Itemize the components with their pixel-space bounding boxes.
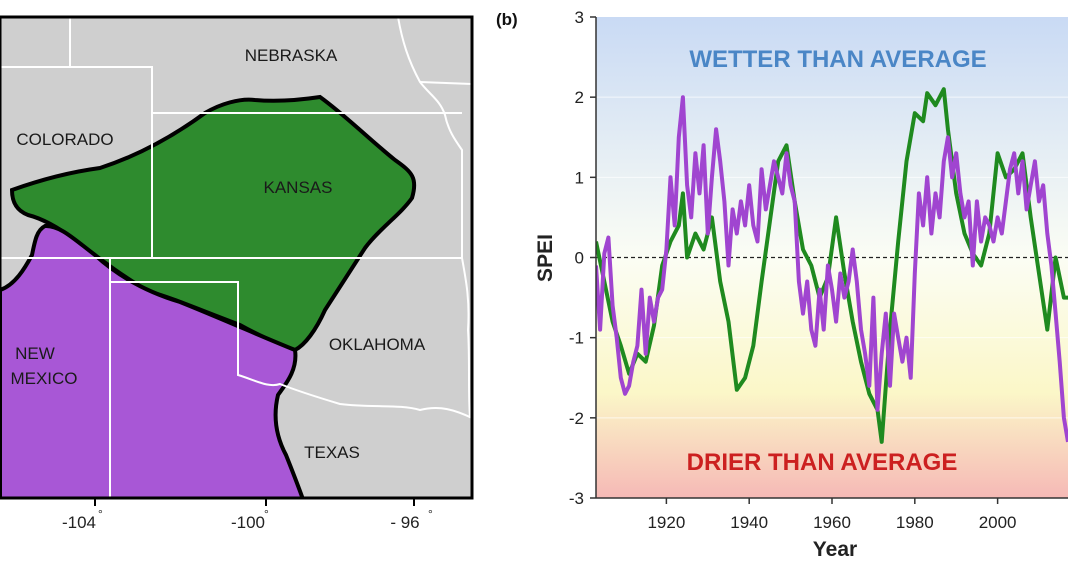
drier-annotation: DRIER THAN AVERAGE [687, 449, 958, 476]
y-tick-label: 3 [575, 8, 584, 27]
state-borders [0, 17, 472, 498]
x-tick-label: 1920 [647, 513, 685, 532]
y-tick-label: -3 [569, 489, 584, 508]
series-line-purple [596, 95, 1068, 443]
x-tick-label: 2000 [979, 513, 1017, 532]
y-axis-title: SPEI [534, 234, 557, 282]
wetter-annotation: WETTER THAN AVERAGE [689, 46, 986, 73]
purple-region [0, 224, 305, 498]
y-tick-label: -1 [569, 329, 584, 348]
series-line-green [596, 87, 1068, 444]
longitude-axis [94, 498, 415, 506]
lon-tick-96: - 96 [390, 513, 419, 532]
x-tick-label: 1940 [730, 513, 768, 532]
state-label-nebraska: NEBRASKA [245, 46, 338, 65]
y-ticks: 3 2 1 0 -1 -2 -3 [569, 8, 596, 508]
map-panel: NEBRASKA COLORADO KANSAS NEW MEXICO OKLA… [0, 15, 474, 532]
x-axis-title: Year [813, 538, 857, 561]
state-label-mexico: MEXICO [10, 369, 77, 388]
lon-degree-104: ° [98, 507, 103, 521]
state-label-colorado: COLORADO [16, 130, 113, 149]
state-label-kansas: KANSAS [264, 178, 333, 197]
lon-degree-100: ° [264, 507, 269, 521]
lon-degree-96: ° [428, 507, 433, 521]
x-ticks: 1920 1940 1960 1980 2000 [647, 498, 1017, 532]
spei-chart: WETTER THAN AVERAGE DRIER THAN AVERAGE 3… [534, 8, 1068, 561]
x-tick-label: 1960 [813, 513, 851, 532]
y-tick-label: -2 [569, 409, 584, 428]
gridlines [596, 96, 1068, 419]
state-label-oklahoma: OKLAHOMA [329, 335, 426, 354]
state-label-texas: TEXAS [304, 443, 360, 462]
y-tick-label: 0 [575, 249, 584, 268]
state-label-new: NEW [15, 344, 55, 363]
y-tick-label: 1 [575, 168, 584, 187]
y-tick-label: 2 [575, 88, 584, 107]
lon-tick-104: -104 [62, 513, 96, 532]
map-frame [0, 15, 474, 500]
lon-tick-100: -100 [231, 513, 265, 532]
x-tick-label: 1980 [896, 513, 934, 532]
panel-letter: (b) [496, 10, 518, 29]
